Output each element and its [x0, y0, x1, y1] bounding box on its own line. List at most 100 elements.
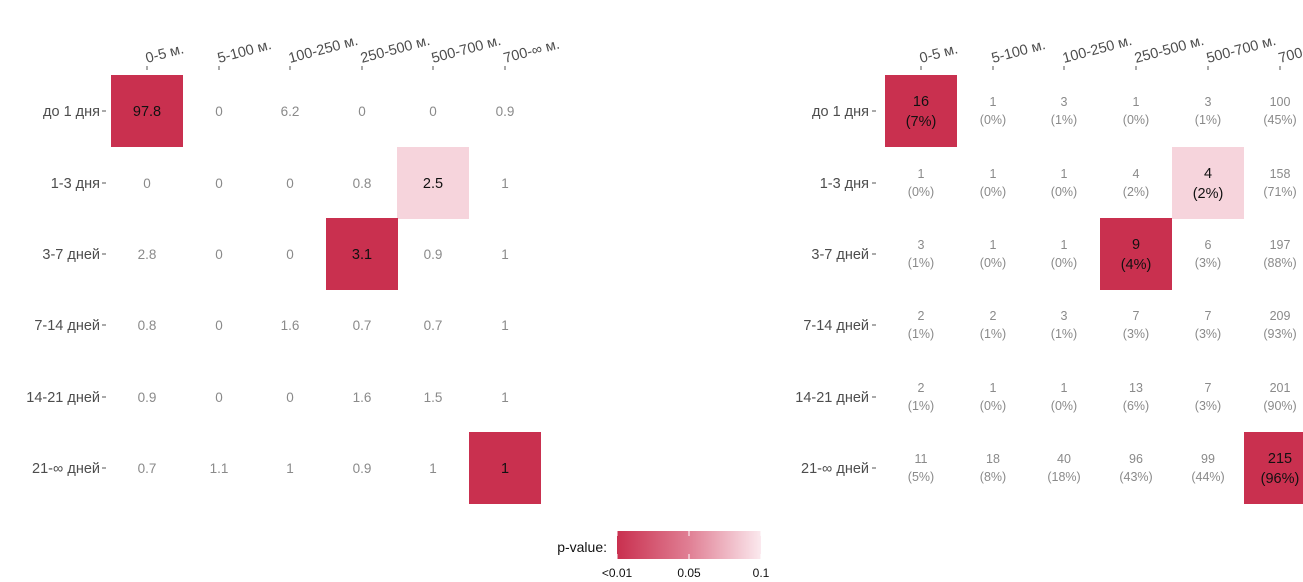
right-cell-percent: (18%) — [1047, 470, 1080, 484]
left-highlight-cell — [326, 218, 398, 290]
legend-tick-label: 0.05 — [677, 566, 701, 580]
left-highlight-cell — [111, 75, 183, 147]
left-cell-value: 0 — [286, 390, 294, 405]
right-x-tick-label: 250-500 м. — [1133, 33, 1206, 67]
right-cell-percent: (71%) — [1263, 185, 1296, 199]
right-cell-percent: (0%) — [1051, 399, 1077, 413]
right-cell-percent: (1%) — [908, 256, 934, 270]
legend-tick-label: <0.01 — [602, 566, 633, 580]
right-cell-percent: (43%) — [1119, 470, 1152, 484]
right-cell-percent: (1%) — [980, 327, 1006, 341]
left-x-tick-label: 100-250 м. — [287, 33, 360, 67]
right-cell-count: 2 — [918, 309, 925, 323]
right-heatmap: до 1 дня 1-3 дня 3-7 дней 7-14 дней 14-21 дн… — [795, 33, 1303, 504]
right-cell-count: 7 — [1205, 381, 1212, 395]
right-cell-count: 4 — [1133, 167, 1140, 181]
right-cell-count: 1 — [1133, 95, 1140, 109]
left-cell-value: 0.8 — [353, 176, 372, 191]
right-highlight-cell — [1172, 147, 1244, 219]
right-cell-count: 13 — [1129, 381, 1143, 395]
right-x-tick-label: 5-100 м. — [990, 37, 1047, 67]
right-cell-percent: (0%) — [980, 185, 1006, 199]
right-cell-percent: (0%) — [1051, 185, 1077, 199]
left-cell-value: 0 — [215, 104, 223, 119]
right-cell-count: 2 — [990, 309, 997, 323]
left-cell-value: 0.9 — [353, 461, 372, 476]
left-cell-value: 0.7 — [424, 318, 443, 333]
right-cell-percent: (3%) — [1195, 399, 1221, 413]
right-cell-count: 18 — [986, 452, 1000, 466]
left-highlight-cell — [469, 432, 541, 504]
right-y-tick-label: 21-∞ дней — [801, 461, 869, 477]
right-cell-percent: (3%) — [1195, 256, 1221, 270]
right-cell-count: 201 — [1270, 381, 1291, 395]
left-cell-value: 0 — [286, 176, 294, 191]
right-cell-count: 6 — [1205, 238, 1212, 252]
left-x-tick-label: 500-700 м. — [430, 33, 503, 67]
right-cell-count: 16 — [913, 94, 929, 110]
right-cell-percent: (2%) — [1123, 185, 1149, 199]
right-cell-percent: (1%) — [908, 327, 934, 341]
left-cell-value: 0 — [429, 104, 437, 119]
left-y-tick-label: 21-∞ дней — [32, 461, 100, 477]
right-y-tick-label: 14-21 дней — [795, 390, 869, 406]
right-cell-percent: (96%) — [1261, 471, 1300, 487]
left-x-tick-label: 250-500 м. — [359, 33, 432, 67]
left-cell-value: 1 — [501, 247, 509, 262]
right-cell-count: 40 — [1057, 452, 1071, 466]
right-x-tick-label: 500-700 м. — [1205, 33, 1278, 67]
right-cell-percent: (3%) — [1195, 327, 1221, 341]
right-cell-count: 3 — [1061, 309, 1068, 323]
right-cell-percent: (44%) — [1191, 470, 1224, 484]
right-cell-percent: (0%) — [1051, 256, 1077, 270]
right-cell-percent: (2%) — [1193, 186, 1224, 202]
right-cell-count: 1 — [990, 238, 997, 252]
right-cell-percent: (1%) — [908, 399, 934, 413]
left-cell-value: 0.9 — [496, 104, 515, 119]
left-y-tick-label: 3-7 дней — [42, 247, 100, 263]
left-cell-value: 1.5 — [424, 390, 443, 405]
left-x-tick-label: 0-5 м. — [144, 41, 186, 67]
left-y-tick-label: 14-21 дней — [26, 390, 100, 406]
right-cell-count: 2 — [918, 381, 925, 395]
right-highlight-cell — [885, 75, 957, 147]
right-cell-percent: (45%) — [1263, 113, 1296, 127]
left-cell-value: 97.8 — [133, 104, 161, 120]
right-cell-count: 1 — [990, 167, 997, 181]
right-cell-percent: (1%) — [1195, 113, 1221, 127]
left-cell-value: 1 — [501, 461, 509, 477]
left-cell-value: 0 — [286, 247, 294, 262]
left-cell-value: 0.8 — [138, 318, 157, 333]
right-cell-count: 1 — [918, 167, 925, 181]
left-cell-value: 1 — [286, 461, 294, 476]
legend-title: p-value: — [557, 539, 607, 555]
right-cell-count: 9 — [1132, 237, 1140, 253]
right-cell-percent: (1%) — [1051, 113, 1077, 127]
right-cell-percent: (0%) — [1123, 113, 1149, 127]
right-cell-percent: (7%) — [906, 114, 937, 130]
right-cell-count: 100 — [1270, 95, 1291, 109]
right-y-tick-label: 7-14 дней — [803, 318, 869, 334]
right-cell-count: 7 — [1205, 309, 1212, 323]
right-cell-percent: (6%) — [1123, 399, 1149, 413]
left-cell-value: 0.7 — [138, 461, 157, 476]
right-highlight-cell — [1244, 432, 1303, 504]
left-cell-value: 0.9 — [424, 247, 443, 262]
right-cell-count: 7 — [1133, 309, 1140, 323]
right-cell-count: 209 — [1270, 309, 1291, 323]
right-cell-percent: (93%) — [1263, 327, 1296, 341]
right-cell-percent: (0%) — [980, 113, 1006, 127]
left-cell-value: 0.7 — [353, 318, 372, 333]
right-cell-percent: (90%) — [1263, 399, 1296, 413]
right-cell-count: 3 — [1061, 95, 1068, 109]
left-x-tick-label: 5-100 м. — [216, 37, 273, 67]
right-cell-percent: (88%) — [1263, 256, 1296, 270]
left-cell-value: 0 — [215, 176, 223, 191]
right-x-tick-label: 700-∞ м. — [1277, 37, 1303, 67]
right-cell-count: 11 — [915, 452, 928, 466]
left-cell-value: 1.6 — [281, 318, 300, 333]
right-cell-count: 1 — [990, 381, 997, 395]
left-cell-value: 1 — [501, 318, 509, 333]
left-cell-value: 2.5 — [423, 176, 443, 192]
